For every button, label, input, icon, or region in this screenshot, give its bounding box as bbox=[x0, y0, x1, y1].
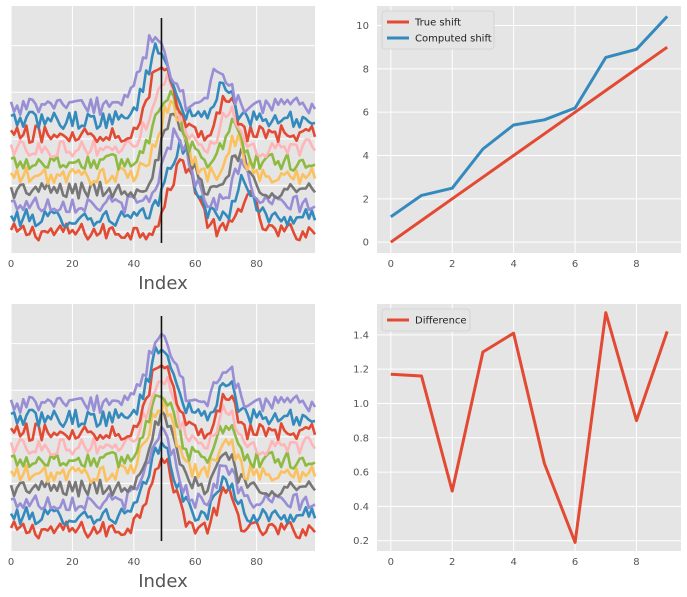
signals-shifted-series-signal-2 bbox=[10, 127, 316, 214]
signals-aligned-x-tick-label: 40 bbox=[127, 557, 140, 568]
difference-y-tick-label: 1.2 bbox=[353, 365, 369, 376]
difference-x-tick-label: 8 bbox=[633, 557, 639, 568]
shift-comparison-y-tick-label: 10 bbox=[356, 21, 369, 32]
shift-comparison-x-tick-label: 2 bbox=[449, 259, 455, 270]
signals-shifted-series-signal-7 bbox=[9, 66, 317, 144]
signals-aligned-x-axis-label: Index bbox=[138, 571, 188, 592]
signals-aligned-series-signal-4 bbox=[9, 397, 317, 485]
signals-aligned-series-signal-2 bbox=[10, 425, 316, 512]
shift-comparison-legend bbox=[381, 10, 495, 50]
difference-y-tick-label: 0.2 bbox=[353, 536, 369, 547]
signals-shifted-x-axis-label: Index bbox=[138, 273, 188, 294]
shift-comparison-y-tick-label: 0 bbox=[363, 238, 369, 249]
shift-comparison-x-tick-label: 0 bbox=[388, 259, 394, 270]
difference-y-tick-label: 0.4 bbox=[353, 502, 369, 513]
signals-shifted-x-tick-label: 60 bbox=[189, 259, 202, 270]
shift-comparison-y-tick-label: 2 bbox=[363, 194, 369, 205]
signals-shifted-x-tick-label: 80 bbox=[250, 259, 263, 270]
signals-shifted-series-signal-0 bbox=[9, 158, 316, 242]
signals-aligned-series-signal-8 bbox=[10, 345, 316, 429]
signals-shifted-x-tick-label: 20 bbox=[66, 259, 79, 270]
difference-x-tick-label: 4 bbox=[510, 557, 516, 568]
shift-comparison-y-tick-label: 8 bbox=[363, 64, 369, 75]
signals-shifted-series-signal-8 bbox=[10, 42, 316, 130]
shift-comparison-y-tick-label: 6 bbox=[363, 108, 369, 119]
signals-aligned-series-signal-0 bbox=[9, 456, 316, 540]
difference-y-tick-label: 1.4 bbox=[353, 330, 369, 341]
difference-plot-area bbox=[377, 304, 681, 551]
difference-x-tick-label: 0 bbox=[388, 557, 394, 568]
difference-legend bbox=[381, 308, 471, 332]
difference-series-difference bbox=[390, 311, 669, 544]
shift-comparison-series-computed-shift bbox=[389, 15, 669, 219]
panel-difference: 0 2 4 6 8 0.2 0.4 0.6 0.8 1.0 1.2 1.4 Difference bbox=[353, 304, 681, 568]
shift-comparison-series-true-shift bbox=[389, 45, 669, 244]
signals-aligned-series-signal-6 bbox=[9, 375, 317, 457]
signals-aligned-x-tick-label: 80 bbox=[250, 557, 263, 568]
signals-aligned-series-signal-1 bbox=[9, 441, 317, 526]
signals-shifted-series-signal-9 bbox=[9, 33, 317, 116]
signals-shifted-series-signal-3 bbox=[9, 112, 317, 200]
signals-aligned-series-signal-3 bbox=[9, 409, 317, 498]
signals-shifted-series-signal-4 bbox=[9, 99, 317, 186]
difference-y-tick-label: 0.6 bbox=[353, 468, 369, 479]
signals-aligned-series-signal-5 bbox=[10, 393, 316, 470]
signals-aligned-series-signal-7 bbox=[9, 364, 317, 442]
panel-signals-aligned: 0 20 40 60 80 Index bbox=[8, 304, 317, 592]
panel-shift-comparison: 0 2 4 6 8 0 2 4 6 8 10 True shift Computed shift bbox=[356, 6, 681, 270]
signals-aligned-series-signal-9 bbox=[9, 332, 317, 415]
shift-comparison-y-tick-label: 4 bbox=[363, 151, 369, 162]
difference-x-tick-label: 2 bbox=[449, 557, 455, 568]
signals-shifted-series-signal-6 bbox=[9, 72, 317, 159]
signals-shifted-series-signal-1 bbox=[9, 138, 317, 228]
signals-shifted-x-tick-label: 0 bbox=[8, 259, 14, 270]
difference-y-tick-label: 1.0 bbox=[353, 399, 369, 410]
signals-shifted-series-signal-5 bbox=[10, 89, 316, 172]
difference-y-tick-label: 0.8 bbox=[353, 433, 369, 444]
signals-aligned-x-tick-label: 60 bbox=[189, 557, 202, 568]
shift-comparison-x-tick-label: 4 bbox=[510, 259, 516, 270]
panel-signals-shifted: 0 20 40 60 80 Index bbox=[8, 6, 317, 294]
signals-aligned-x-tick-label: 0 bbox=[8, 557, 14, 568]
shift-comparison-x-tick-label: 6 bbox=[572, 259, 578, 270]
shift-comparison-x-tick-label: 8 bbox=[633, 259, 639, 270]
difference-legend-label: Difference bbox=[415, 316, 467, 327]
difference-x-tick-label: 6 bbox=[572, 557, 578, 568]
shift-comparison-legend-label: Computed shift bbox=[415, 34, 492, 45]
signals-shifted-x-tick-label: 40 bbox=[127, 259, 140, 270]
shift-comparison-legend-label: True shift bbox=[414, 18, 461, 29]
signals-aligned-x-tick-label: 20 bbox=[66, 557, 79, 568]
